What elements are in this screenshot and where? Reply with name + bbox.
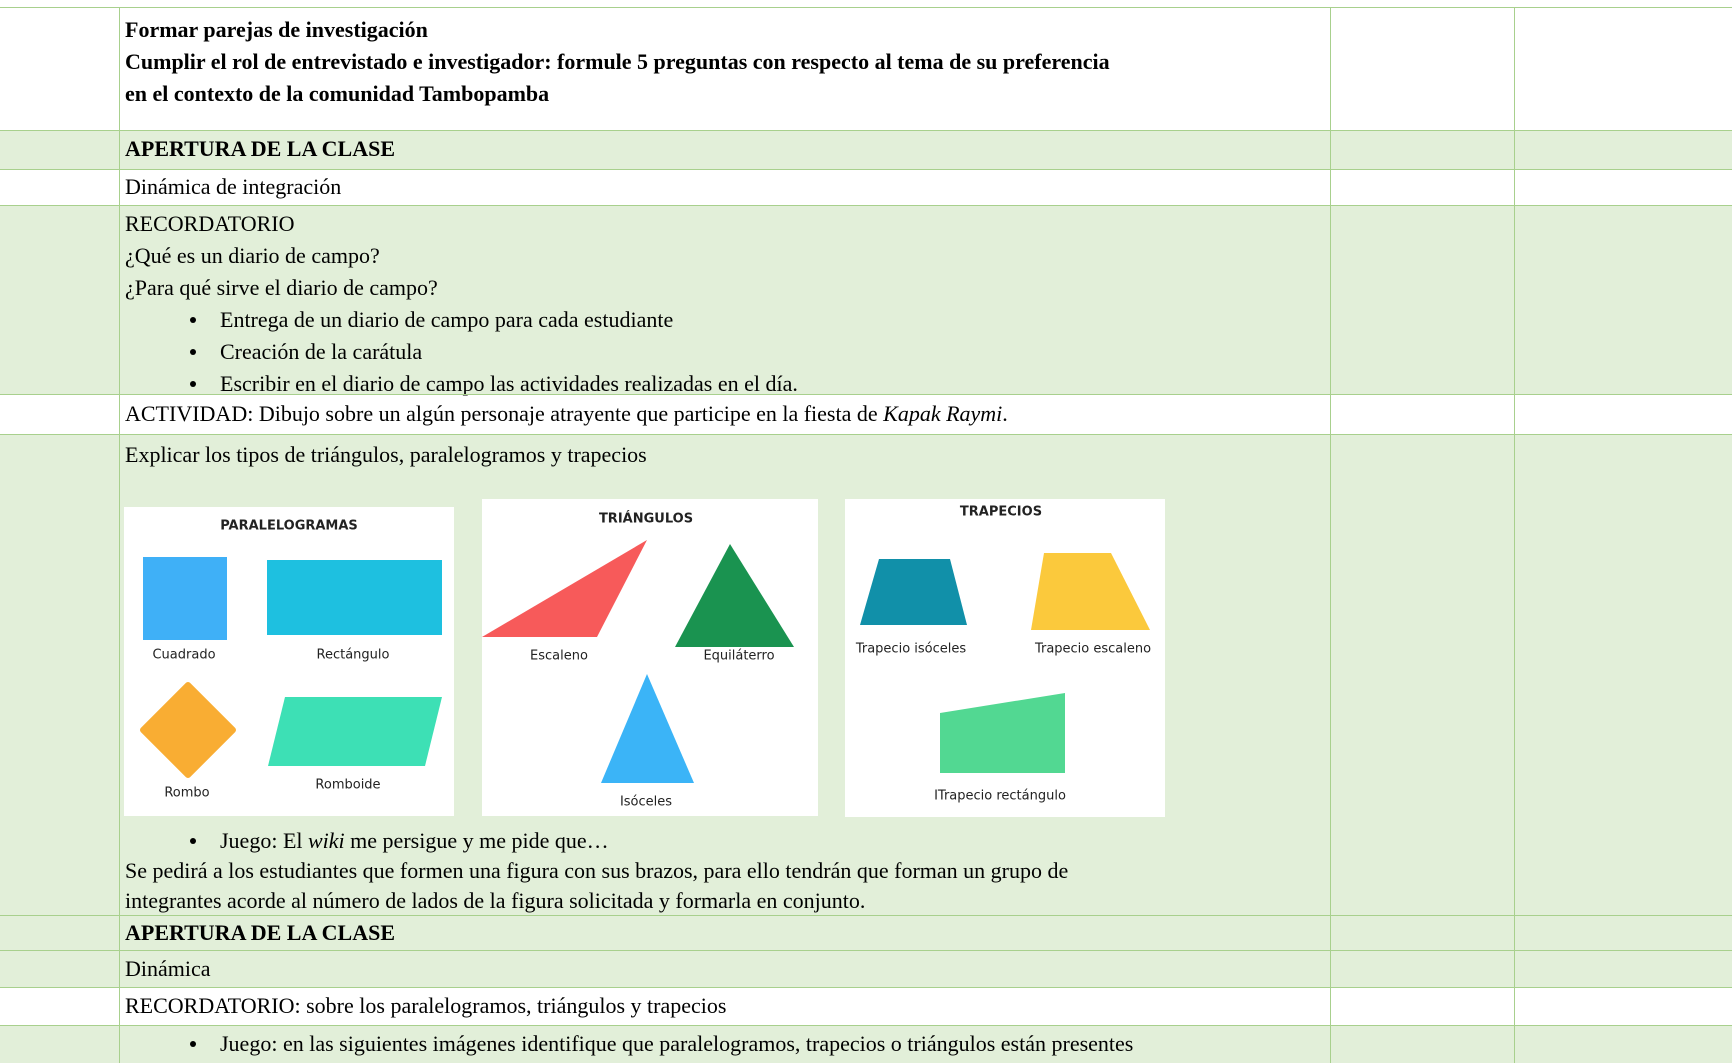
text-line: APERTURA DE LA CLASE [125, 136, 396, 161]
text-italic: Kapak Raymi [883, 401, 1003, 426]
text: Juego: El [220, 828, 308, 853]
row: Formar parejas de investigación Cumplir … [0, 7, 1732, 130]
row: Dinámica [0, 950, 1732, 987]
row: APERTURA DE LA CLASE [0, 130, 1732, 169]
text-italic: wiki [308, 828, 345, 853]
row: RECORDATORIO: sobre los paralelogramos, … [0, 987, 1732, 1025]
shape [267, 560, 442, 635]
figure-label: Rombo [164, 786, 209, 801]
text: ACTIVIDAD: Dibujo sobre un algún persona… [125, 401, 884, 426]
figure-label: Equiláterro [703, 649, 774, 664]
text-line: integrantes acorde al número de lados de… [125, 888, 866, 913]
figure-label: Rectángulo [317, 648, 390, 663]
bullet-item: Creación de la carátula [189, 336, 422, 368]
text: me persigue y me pide que… [344, 828, 609, 853]
shape [143, 557, 227, 640]
shape [940, 693, 1065, 773]
row: Explicar los tipos de triángulos, parale… [0, 434, 1732, 915]
column-border [1514, 7, 1515, 1063]
bullet-item: Escribir en el diario de campo las activ… [190, 368, 798, 400]
text-line: Dinámica [125, 956, 211, 981]
shape [675, 544, 794, 647]
text-line: en el contexto de la comunidad Tambopamb… [125, 81, 550, 106]
bullet-item: Juego: en las siguientes imágenes identi… [189, 1028, 1133, 1060]
column-border [119, 7, 120, 1063]
column-border [1330, 7, 1331, 1063]
text-line: Cumplir el rol de entrevistado e investi… [125, 49, 1110, 74]
text-line: Explicar los tipos de triángulos, parale… [125, 442, 647, 467]
text-line: APERTURA DE LA CLASE [125, 920, 396, 945]
figure-title: TRIÁNGULOS [599, 511, 693, 527]
figure-title: PARALELOGRAMAS [220, 519, 358, 534]
text-line: Se pedirá a los estudiantes que formen u… [125, 858, 1069, 883]
bullet-item: Entrega de un diario de campo para cada … [189, 304, 673, 336]
shape [482, 540, 647, 637]
shape [601, 674, 694, 783]
figure-trapezoids: TRAPECIOS Trapecio isóceles Trapecio esc… [845, 499, 1165, 817]
figure-label: Escaleno [530, 649, 588, 664]
shape [268, 697, 442, 766]
text: . [1002, 401, 1008, 426]
text-line: RECORDATORIO: sobre los paralelogramos, … [125, 993, 727, 1018]
row: Dinámica de integración [0, 169, 1732, 205]
text-line: Dinámica de integración [125, 174, 342, 199]
figure-label: Trapecio isóceles [855, 642, 967, 657]
text-line: ¿Para qué sirve el diario de campo? [125, 275, 438, 300]
text-line: Formar parejas de investigación [125, 17, 428, 42]
figure-title: TRAPECIOS [960, 505, 1042, 520]
row: ACTIVIDAD: Dibujo sobre un algún persona… [0, 394, 1732, 434]
figure-label: Romboide [315, 778, 380, 793]
figure-label: Trapecio escaleno [1034, 642, 1151, 657]
row: RECORDATORIO ¿Qué es un diario de campo?… [0, 205, 1732, 396]
row: APERTURA DE LA CLASE [0, 915, 1732, 950]
text-line: ACTIVIDAD: Dibujo sobre un algún persona… [125, 398, 1008, 430]
row: Juego: en las siguientes imágenes identi… [0, 1025, 1732, 1063]
figure-parallelograms: PARALELOGRAMAS Cuadrado Rectángulo Rombo… [124, 507, 454, 816]
shape [140, 682, 236, 778]
figure-triangles: TRIÁNGULOS Escaleno Equiláterro Isóceles [482, 499, 818, 816]
figure-label: ITrapecio rectángulo [934, 789, 1066, 804]
text-line: RECORDATORIO [125, 211, 295, 236]
figure-label: Cuadrado [152, 648, 215, 663]
figure-label: Isóceles [620, 795, 672, 810]
bullet-item: Juego: El wiki me persigue y me pide que… [190, 825, 609, 857]
text-line: ¿Qué es un diario de campo? [125, 243, 380, 268]
shape [860, 559, 967, 625]
shape [1031, 553, 1150, 630]
